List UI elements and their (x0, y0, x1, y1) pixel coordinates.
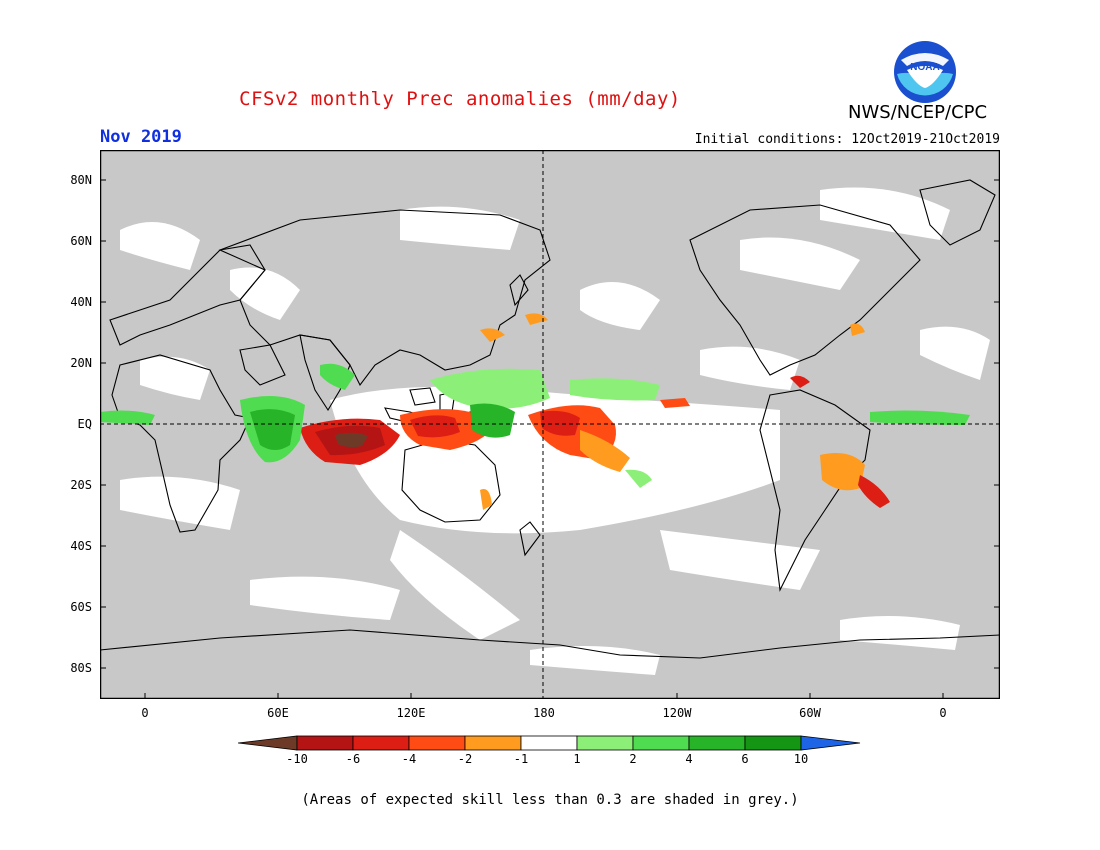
legend-label: 10 (793, 752, 809, 766)
legend-label: -4 (401, 752, 417, 766)
legend-swatch (296, 735, 354, 751)
agency-label: NWS/NCEP/CPC (848, 102, 988, 123)
lon-label: 180 (533, 706, 555, 720)
legend-label: 1 (573, 752, 581, 766)
lat-label: 60S (70, 600, 92, 614)
legend-swatch (632, 735, 690, 751)
legend-swatch (576, 735, 634, 751)
legend-swatch (688, 735, 746, 751)
lat-label: 20S (70, 478, 92, 492)
legend-label: -1 (513, 752, 529, 766)
color-legend-bar (238, 735, 861, 751)
legend-arrow-high (800, 735, 861, 751)
positive-anomaly-areas (100, 363, 970, 488)
legend-swatch (520, 735, 578, 751)
lon-label: 0 (939, 706, 947, 720)
lat-label: 40S (70, 539, 92, 553)
lon-label: 120E (396, 706, 426, 720)
negative-anomaly-areas (300, 313, 890, 510)
forecast-month: Nov 2019 (100, 127, 182, 147)
lat-label: 60N (70, 234, 92, 248)
legend-label: 4 (685, 752, 693, 766)
legend-swatch (464, 735, 522, 751)
noaa-logo: NOAA (894, 41, 956, 103)
lat-label: 40N (70, 295, 92, 309)
white-regions (120, 187, 990, 675)
lat-label: 80N (70, 173, 92, 187)
legend-swatch (408, 735, 466, 751)
legend-label: -6 (345, 752, 361, 766)
legend-swatch (352, 735, 410, 751)
legend-swatch (744, 735, 802, 751)
legend-label: -10 (286, 752, 308, 766)
skill-footnote: (Areas of expected skill less than 0.3 a… (301, 792, 799, 808)
lat-label: 80S (70, 661, 92, 675)
lon-label: 60W (799, 706, 821, 720)
lon-label: 120W (662, 706, 692, 720)
map-frame (100, 150, 1000, 699)
logo-text: NOAA (910, 62, 939, 73)
initial-conditions: Initial conditions: 12Oct2019-21Oct2019 (694, 132, 1000, 147)
map-title: CFSv2 monthly Prec anomalies (mm/day) (239, 88, 681, 110)
lat-label: EQ (77, 417, 92, 431)
lon-label: 0 (141, 706, 149, 720)
lon-label: 60E (267, 706, 289, 720)
lat-label: 20N (70, 356, 92, 370)
legend-arrow-low (238, 735, 298, 751)
legend-label: 6 (741, 752, 749, 766)
legend-label: 2 (629, 752, 637, 766)
legend-label: -2 (457, 752, 473, 766)
precip-anomaly-map (100, 150, 1000, 699)
